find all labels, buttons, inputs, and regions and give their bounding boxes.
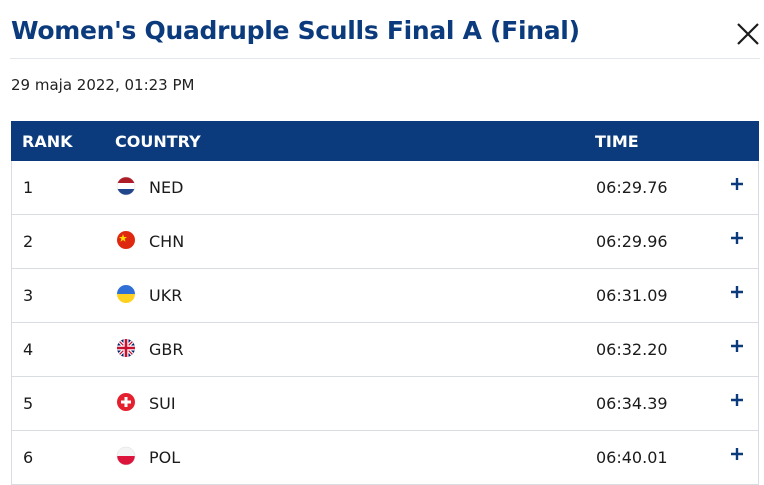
country: NED [149,178,184,197]
divider [10,58,760,59]
time: 06:31.09 [596,286,668,305]
expand-button[interactable] [728,175,746,193]
flag [117,285,135,303]
country: UKR [149,286,183,305]
rank: 2 [23,232,34,251]
expand-button[interactable] [728,283,746,301]
expand-button[interactable] [728,229,746,247]
time: 06:34.39 [596,394,668,413]
table-row: 2 CHN 06:29.96 [11,215,759,269]
expand-button[interactable] [728,391,746,409]
results-table: RANK COUNTRY TIME 1 NED 06:29.76 2 CHN 0… [11,121,759,485]
table-row: 3 UKR 06:31.09 [11,269,759,323]
flag [116,176,136,196]
expand-button[interactable] [728,445,746,463]
country: CHN [149,232,185,251]
column-header: RANK [22,132,73,151]
country: SUI [149,394,176,413]
flag [117,339,135,357]
time: 06:29.96 [596,232,668,251]
table-header: RANK COUNTRY TIME [11,121,759,161]
time: 06:32.20 [596,340,668,359]
flag [117,231,135,249]
table-row: 5 SUI 06:34.39 [11,377,759,431]
rank: 1 [23,178,34,197]
expand-button[interactable] [728,337,746,355]
time: 06:29.76 [596,178,668,197]
time: 06:40.01 [596,448,668,467]
title: Women's Quadruple Sculls Final A (Final) [11,16,580,45]
rank: 3 [23,286,34,305]
flag [117,393,135,411]
country: POL [149,448,181,467]
country: GBR [149,340,184,359]
rank: 4 [23,340,34,359]
rank: 5 [23,394,34,413]
column-header: COUNTRY [115,132,201,151]
column-header: TIME [595,132,639,151]
table-row: 1 NED 06:29.76 [11,161,759,215]
close-button[interactable] [736,22,760,46]
table-row: 6 POL 06:40.01 [11,431,759,485]
rank: 6 [23,448,34,467]
flag [116,446,136,466]
date: 29 maja 2022, 01:23 PM [11,76,195,94]
table-row: 4 GBR 06:32.20 [11,323,759,377]
